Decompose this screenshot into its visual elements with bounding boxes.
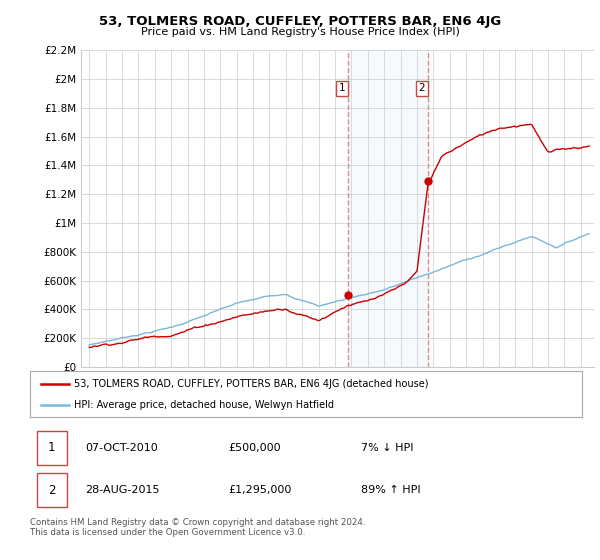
Text: 2: 2 <box>48 484 56 497</box>
Text: £1,295,000: £1,295,000 <box>229 486 292 495</box>
Text: Price paid vs. HM Land Registry's House Price Index (HPI): Price paid vs. HM Land Registry's House … <box>140 27 460 37</box>
Text: 1: 1 <box>338 83 345 94</box>
Text: £500,000: £500,000 <box>229 443 281 453</box>
Text: 28-AUG-2015: 28-AUG-2015 <box>85 486 160 495</box>
Text: Contains HM Land Registry data © Crown copyright and database right 2024.
This d: Contains HM Land Registry data © Crown c… <box>30 518 365 538</box>
Text: HPI: Average price, detached house, Welwyn Hatfield: HPI: Average price, detached house, Welw… <box>74 400 334 410</box>
FancyBboxPatch shape <box>37 431 67 465</box>
Text: 53, TOLMERS ROAD, CUFFLEY, POTTERS BAR, EN6 4JG (detached house): 53, TOLMERS ROAD, CUFFLEY, POTTERS BAR, … <box>74 379 428 389</box>
Text: 7% ↓ HPI: 7% ↓ HPI <box>361 443 414 453</box>
Text: 2: 2 <box>419 83 425 94</box>
Text: 1: 1 <box>48 441 56 454</box>
Text: 07-OCT-2010: 07-OCT-2010 <box>85 443 158 453</box>
Text: 53, TOLMERS ROAD, CUFFLEY, POTTERS BAR, EN6 4JG: 53, TOLMERS ROAD, CUFFLEY, POTTERS BAR, … <box>99 15 501 28</box>
Bar <box>347 50 428 367</box>
FancyBboxPatch shape <box>37 473 67 507</box>
Text: 89% ↑ HPI: 89% ↑ HPI <box>361 486 421 495</box>
